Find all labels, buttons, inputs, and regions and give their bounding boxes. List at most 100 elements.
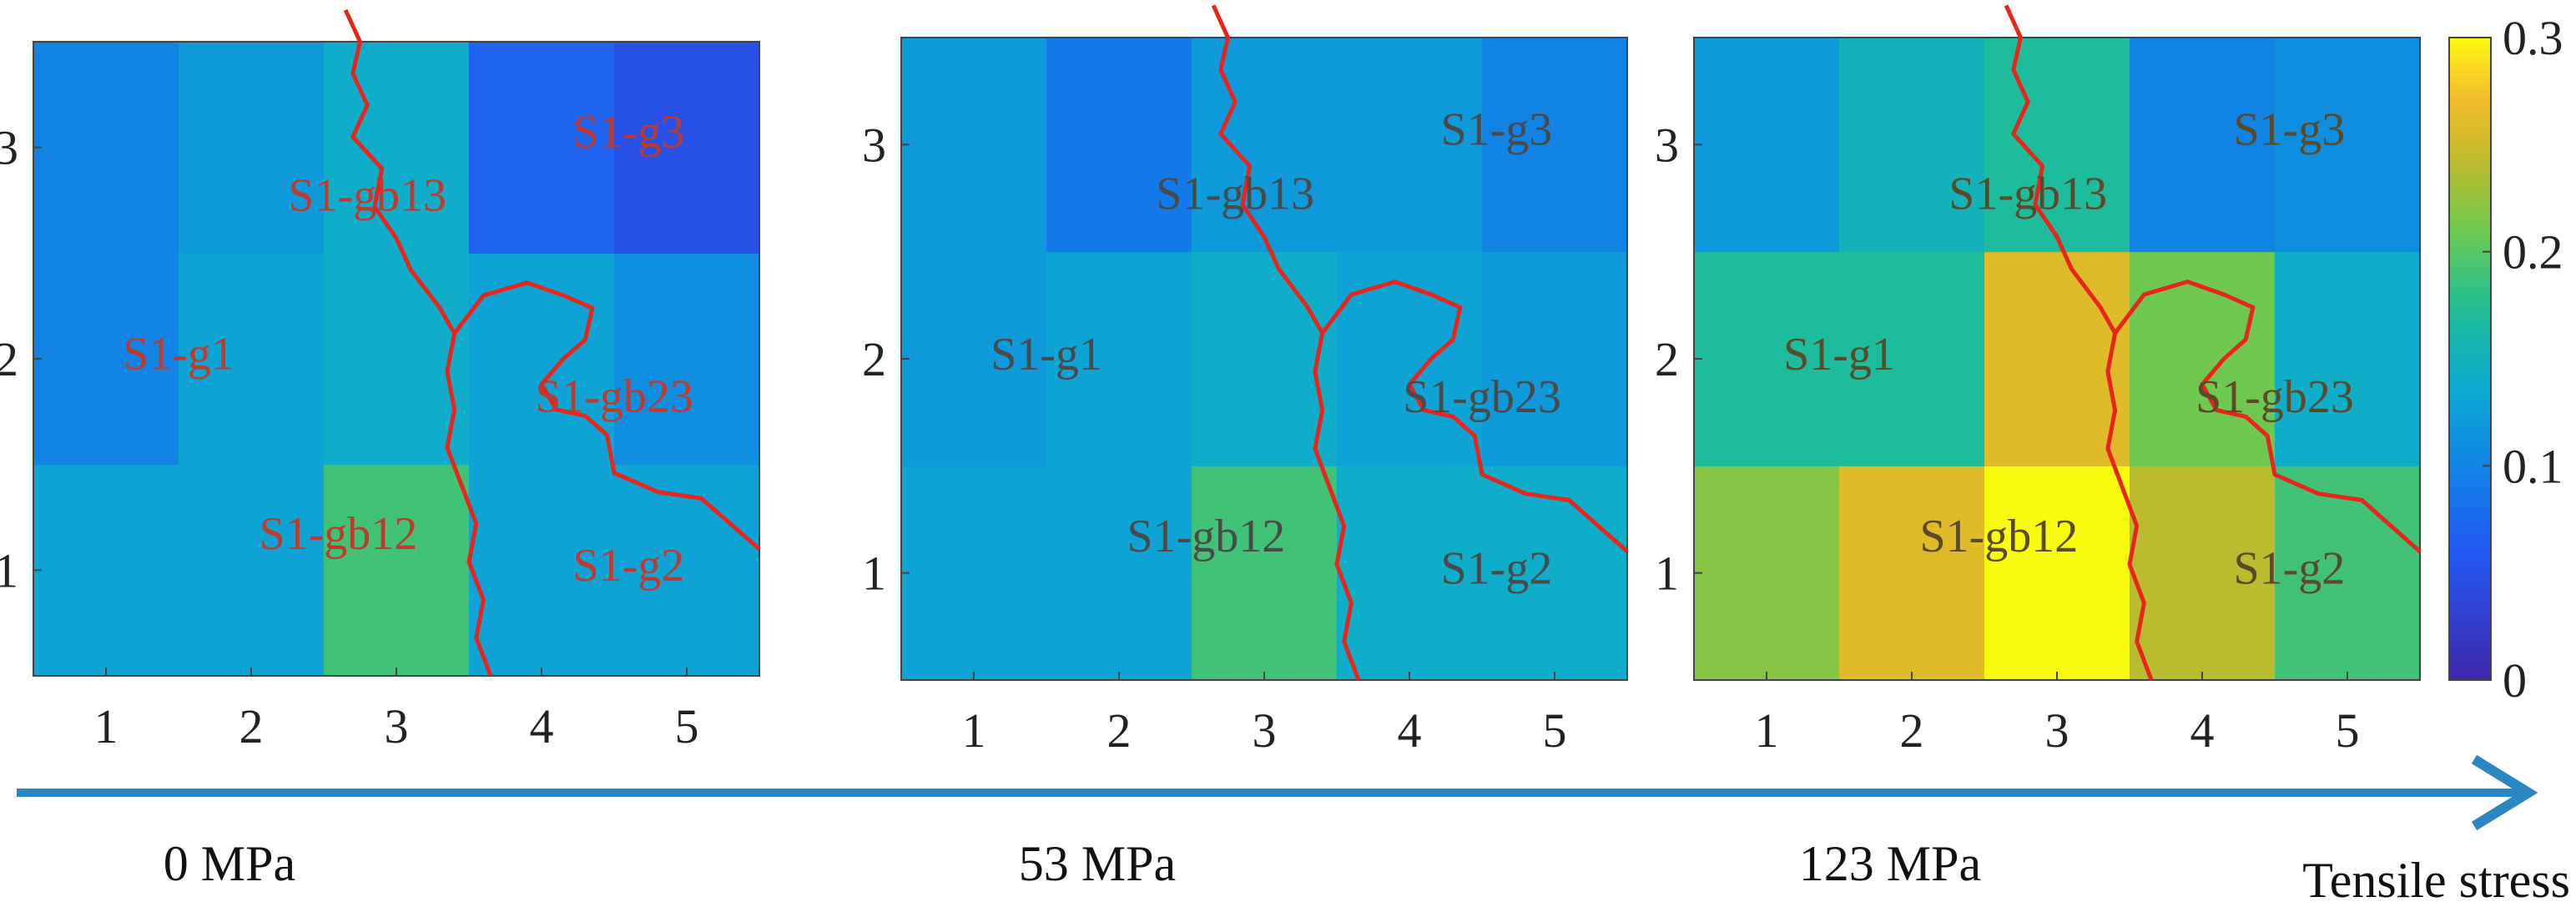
heatmap-cell bbox=[1694, 466, 1840, 681]
colorbar-tick-label: 0 bbox=[2503, 653, 2527, 708]
x-tick-label: 3 bbox=[385, 699, 409, 753]
region-label: S1-g2 bbox=[1441, 543, 1553, 595]
heatmap-cell bbox=[1337, 466, 1483, 681]
heatmap-cell bbox=[324, 464, 470, 677]
crack-line bbox=[343, 8, 761, 551]
heatmap-cell bbox=[1839, 466, 1985, 681]
heatmap-cell bbox=[614, 253, 760, 466]
x-tick-label: 2 bbox=[1107, 703, 1132, 758]
arrow-head bbox=[2471, 754, 2538, 831]
colorbar-tick-label: 0.1 bbox=[2503, 439, 2563, 493]
heatmap-cell bbox=[614, 42, 760, 254]
x-tick-label: 2 bbox=[239, 699, 264, 753]
heatmap-cell bbox=[1984, 251, 2130, 466]
heatmap-cell bbox=[33, 464, 179, 677]
heatmap-cell bbox=[2275, 38, 2421, 253]
tensile-stress-arrow: Tensile stress bbox=[17, 754, 2570, 908]
y-tick-label: 3 bbox=[862, 118, 886, 172]
x-tick-label: 3 bbox=[1253, 703, 1277, 758]
heatmap-cell bbox=[33, 42, 179, 254]
colorbar-gradient bbox=[2448, 37, 2492, 681]
x-tick-label: 1 bbox=[962, 703, 986, 758]
heatmap-panel-3: 1 2 3 4 5 1 2 3 S1-gb13 S1-g3 S1-g1 S1-gb23 S1-gb12 S… bbox=[1655, 4, 2422, 891]
x-tick-label: 5 bbox=[2336, 703, 2360, 758]
x-tick-label: 5 bbox=[675, 699, 699, 753]
heatmap-cell bbox=[1839, 38, 1985, 253]
arrow-label: Tensile stress bbox=[2302, 853, 2570, 908]
heatmap-cell bbox=[179, 253, 325, 466]
heatmap-cell bbox=[179, 42, 325, 254]
region-label: S1-g1 bbox=[991, 329, 1102, 380]
stress-label: 0 MPa bbox=[164, 836, 295, 891]
heatmap-cell bbox=[1046, 38, 1192, 253]
colorbar-tick-label: 0.2 bbox=[2503, 225, 2563, 280]
heatmap-cell bbox=[2130, 251, 2276, 466]
y-tick-label: 2 bbox=[1655, 332, 1679, 386]
y-tick-label: 1 bbox=[1655, 547, 1679, 601]
region-label: S1-g2 bbox=[2234, 543, 2346, 595]
heatmap-cell bbox=[1694, 251, 1840, 466]
x-tick-label: 4 bbox=[530, 699, 554, 753]
heatmap-cell bbox=[901, 466, 1047, 681]
heatmap-cell bbox=[324, 253, 470, 466]
x-tick-label: 2 bbox=[1900, 703, 1924, 758]
heatmap-panel-2: 1 2 3 4 5 1 2 3 S1-gb13 S1-g3 S1-g1 S1-gb23 S1-gb12 S… bbox=[862, 4, 1629, 891]
heatmap-cell bbox=[2275, 251, 2421, 466]
heatmap-cell bbox=[614, 464, 760, 677]
region-label: S1-gb12 bbox=[1920, 511, 2079, 562]
region-label: S1-gb23 bbox=[535, 370, 693, 422]
heatmap-panel-1: 1 2 3 4 5 1 2 3 S1-gb13 S1-g3 S1-g1 S1-gb23 S1-gb12 S… bbox=[0, 8, 761, 891]
crack-line bbox=[1211, 4, 1629, 553]
colorbar-tick-label: 0.3 bbox=[2503, 11, 2563, 65]
x-tick-label: 1 bbox=[94, 699, 118, 753]
stress-label: 123 MPa bbox=[1799, 836, 1981, 891]
region-label: S1-g1 bbox=[123, 329, 234, 380]
stress-label: 53 MPa bbox=[1019, 836, 1176, 891]
heatmap-cell bbox=[33, 253, 179, 466]
heatmap-cell bbox=[901, 251, 1047, 466]
crack-branch-line bbox=[445, 333, 493, 677]
region-label: S1-gb13 bbox=[1156, 168, 1314, 219]
region-label: S1-g3 bbox=[1441, 103, 1553, 155]
heatmap-cell bbox=[1482, 251, 1628, 466]
heatmap-cell bbox=[1192, 38, 1338, 253]
x-tick-label: 4 bbox=[1398, 703, 1422, 758]
heatmap-cell bbox=[2275, 466, 2421, 681]
y-tick-label: 2 bbox=[862, 332, 886, 386]
y-tick-label: 1 bbox=[862, 547, 886, 601]
region-label: S1-gb13 bbox=[1948, 168, 2107, 219]
crack-branch-line bbox=[2105, 332, 2154, 681]
x-tick-label: 5 bbox=[1543, 703, 1567, 758]
colorbar: 0.3 0.2 0.1 0 bbox=[2448, 11, 2563, 708]
heatmap-cell bbox=[1046, 251, 1192, 466]
heatmap-cell bbox=[324, 42, 470, 254]
region-label: S1-g3 bbox=[2234, 103, 2346, 155]
crack-line bbox=[2004, 4, 2422, 553]
heatmap-cell bbox=[1482, 38, 1628, 253]
heatmap-cell bbox=[901, 38, 1047, 253]
region-label: S1-gb12 bbox=[260, 508, 418, 560]
x-tick-label: 3 bbox=[2045, 703, 2069, 758]
heatmap-cell bbox=[2130, 38, 2276, 253]
y-tick-label: 3 bbox=[1655, 118, 1679, 172]
heatmap-cell bbox=[179, 464, 325, 677]
heatmap-cell bbox=[1337, 38, 1483, 253]
heatmap-cell bbox=[2130, 466, 2276, 681]
heatmap-cell bbox=[1984, 466, 2130, 681]
region-label: S1-g1 bbox=[1783, 329, 1895, 380]
crack-branch-line bbox=[1313, 332, 1361, 681]
region-label: S1-g3 bbox=[573, 107, 685, 159]
heatmap-cell bbox=[1192, 466, 1338, 681]
x-tick-label: 1 bbox=[1755, 703, 1779, 758]
heatmap-cell bbox=[1192, 251, 1338, 466]
region-label: S1-gb13 bbox=[288, 170, 446, 222]
heatmap-cell bbox=[469, 253, 615, 466]
region-label: S1-gb23 bbox=[2195, 371, 2354, 423]
y-tick-label: 3 bbox=[0, 121, 18, 175]
heatmap-cell bbox=[1046, 466, 1192, 681]
heatmap-cell bbox=[469, 464, 615, 677]
y-tick-label: 2 bbox=[0, 332, 18, 386]
region-label: S1-gb12 bbox=[1127, 511, 1286, 562]
